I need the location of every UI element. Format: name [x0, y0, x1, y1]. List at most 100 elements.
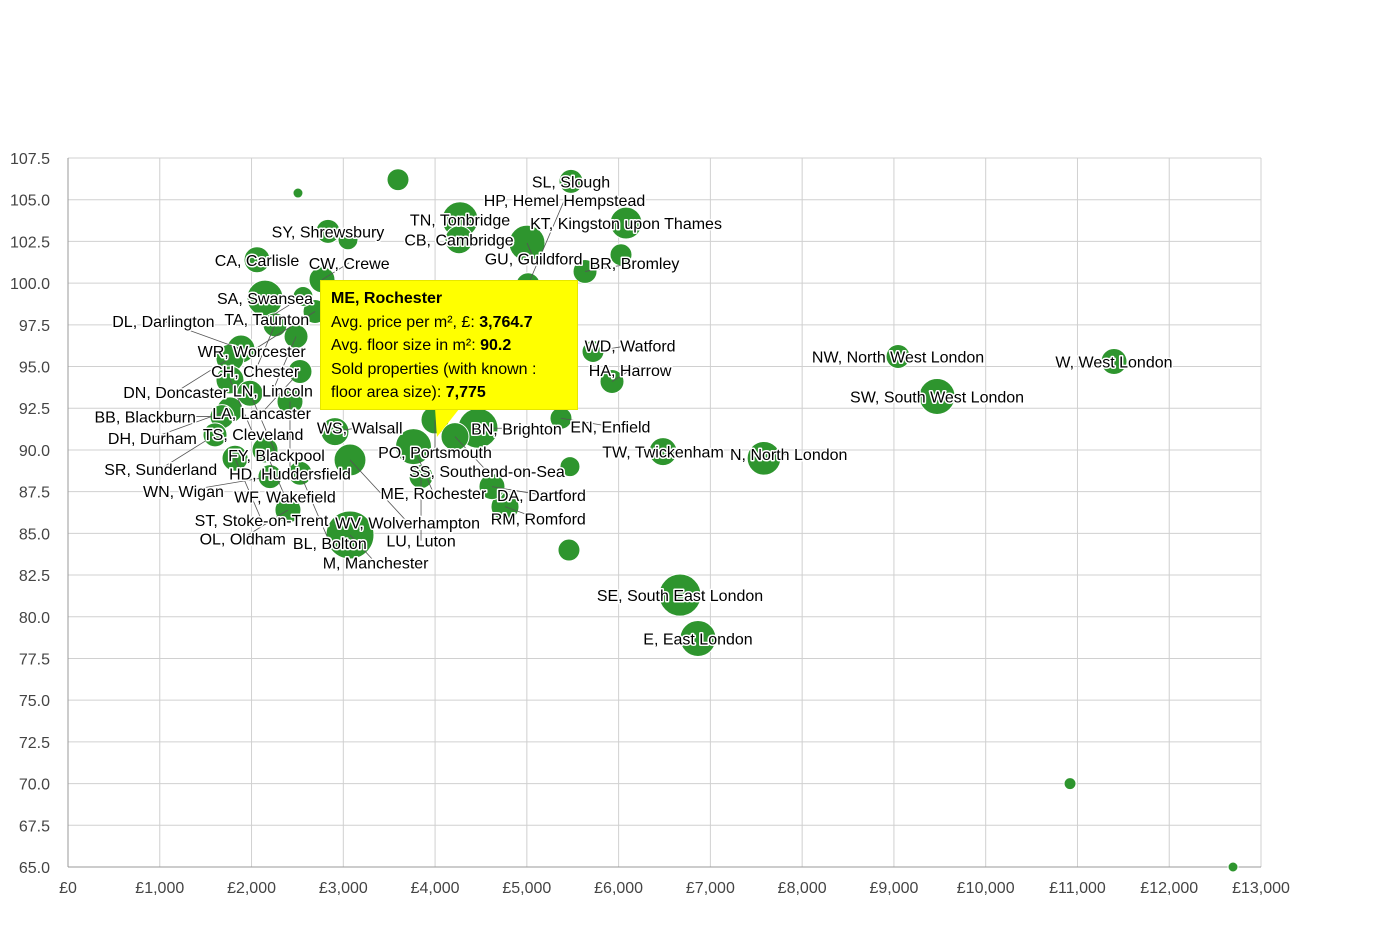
bubble-label: WV, Wolverhampton	[335, 515, 480, 532]
bubble-label: N, North London	[730, 447, 847, 464]
x-tick-label: £3,000	[319, 880, 368, 897]
label-leader-line	[527, 199, 565, 285]
label-leader-line	[234, 458, 262, 521]
bubble-label: DL, Darlington	[112, 314, 214, 331]
bubble-label: LA, Lancaster	[212, 406, 311, 423]
label-leader-line	[560, 417, 611, 427]
bubble-label: TS, Cleveland	[203, 427, 304, 444]
label-leader-line	[334, 427, 360, 432]
bubble-label: SS, Southend-on-Sea	[409, 464, 565, 481]
y-tick-label: 105.0	[10, 193, 50, 210]
y-tick-label: 87.5	[19, 485, 50, 502]
bubble-label: CB, Cambridge	[404, 233, 513, 250]
bubble-label: HP, Hemel Hempstead	[484, 193, 646, 210]
x-tick-label: £7,000	[686, 880, 735, 897]
bubble-label: BL, Bolton	[293, 536, 367, 553]
bubble	[337, 229, 359, 251]
x-tick-label: £1,000	[135, 880, 184, 897]
x-axis-ticks: £0 £1,000 £2,000 £3,000 £4,000 £5,000 £6,000 £7…	[59, 880, 1290, 897]
y-tick-label: 90.0	[19, 443, 50, 460]
y-tick-label: 75.0	[19, 693, 50, 710]
label-leader-line	[175, 357, 231, 393]
bubble-label: SY, Shrewsbury	[272, 224, 385, 241]
bubble-label: WD, Watford	[585, 338, 676, 355]
bubble-label: BB, Blackburn	[94, 410, 195, 427]
bubble	[559, 456, 581, 478]
bubble	[1227, 861, 1239, 873]
bubble-label: WF, Wakefield	[234, 489, 336, 506]
bubble-label: WS, Walsall	[317, 420, 403, 437]
bubble-label: M, Manchester	[323, 556, 429, 573]
bubble	[386, 168, 410, 192]
x-tick-label: £8,000	[778, 880, 827, 897]
tooltip-price-value: 3,764.7	[479, 313, 533, 331]
y-tick-label: 65.0	[19, 860, 50, 877]
bubble-label: PO, Portsmouth	[378, 445, 492, 462]
y-tick-label: 95.0	[19, 360, 50, 377]
bubble-label: DH, Durham	[108, 431, 197, 448]
tooltip-price-label: Avg. price per m², £:	[331, 313, 475, 331]
label-leader-line	[299, 473, 331, 544]
bubble-label: NW, North West London	[812, 350, 984, 367]
bubble-label: W, West London	[1055, 355, 1172, 372]
bubble-label: ST, Stoke-on-Trent	[195, 513, 329, 530]
y-tick-label: 97.5	[19, 318, 50, 335]
bubble-label: SL, Slough	[532, 174, 610, 191]
tooltip-sold-label-2: floor area size):	[331, 384, 442, 401]
label-leader-line	[592, 344, 631, 352]
label-leader-line	[272, 336, 297, 391]
label-leader-line	[264, 449, 286, 497]
bubble-label: TN, Tonbridge	[410, 213, 510, 230]
x-tick-label: £11,000	[1049, 880, 1106, 897]
bubble-label: LU, Luton	[386, 534, 455, 551]
y-tick-label: 80.0	[19, 610, 50, 627]
bubble-label: CA, Carlisle	[215, 253, 300, 270]
bubble-label: E, East London	[643, 631, 752, 648]
bubble-label: SE, South East London	[597, 588, 763, 605]
bubble-label: GU, Guildford	[485, 252, 583, 269]
tooltip: ME, Rochester Avg. price per m², £: 3,76…	[320, 280, 578, 410]
bubble	[658, 573, 702, 617]
bubble-label: TA, Taunton	[224, 312, 309, 329]
label-leader-lines	[145, 199, 789, 564]
bubble-label: CW, Crewe	[309, 256, 390, 273]
label-leader-line	[261, 371, 301, 414]
x-tick-label: £6,000	[594, 880, 643, 897]
bubble-label: EN, Enfield	[570, 420, 650, 437]
label-leader-line	[413, 446, 434, 494]
bubble	[918, 378, 956, 416]
label-leader-line	[349, 534, 376, 564]
bubble	[243, 246, 271, 274]
bubble-label: OL, Oldham	[200, 531, 286, 548]
bubble	[315, 218, 341, 244]
bubble-label: ME, Rochester	[380, 486, 486, 503]
y-tick-label: 77.5	[19, 651, 50, 668]
tooltip-title: ME, Rochester	[331, 290, 443, 307]
y-tick-label: 92.5	[19, 401, 50, 418]
label-leader-line	[254, 324, 276, 372]
y-tick-label: 102.5	[10, 234, 50, 251]
bubble	[885, 344, 911, 370]
tooltip-floor-label: Avg. floor size in m²:	[331, 337, 476, 354]
bubble-label: TW, Twickenham	[602, 445, 724, 462]
bubble-label: CH, Chester	[211, 364, 300, 381]
bubble-label: KT, Kingston upon Thames	[530, 216, 722, 233]
bubble-label: DA, Dartford	[497, 488, 586, 505]
bubble-label: SA, Swansea	[217, 291, 313, 308]
bubble-label: FY, Blackpool	[228, 448, 325, 465]
label-leader-line	[504, 506, 539, 520]
label-leader-line	[183, 476, 271, 492]
bubble	[648, 437, 678, 467]
label-leader-line	[242, 509, 289, 539]
x-tick-label: £12,000	[1140, 880, 1198, 897]
bubble-label: HD, Huddersfield	[229, 467, 351, 484]
label-leader-line	[163, 320, 242, 350]
label-leader-line	[491, 486, 542, 496]
x-tick-label: £10,000	[957, 880, 1015, 897]
y-tick-label: 100.0	[10, 276, 50, 293]
label-leader-line	[763, 453, 789, 459]
label-leader-line	[229, 379, 254, 435]
bubble-label: SR, Sunderland	[104, 462, 217, 479]
